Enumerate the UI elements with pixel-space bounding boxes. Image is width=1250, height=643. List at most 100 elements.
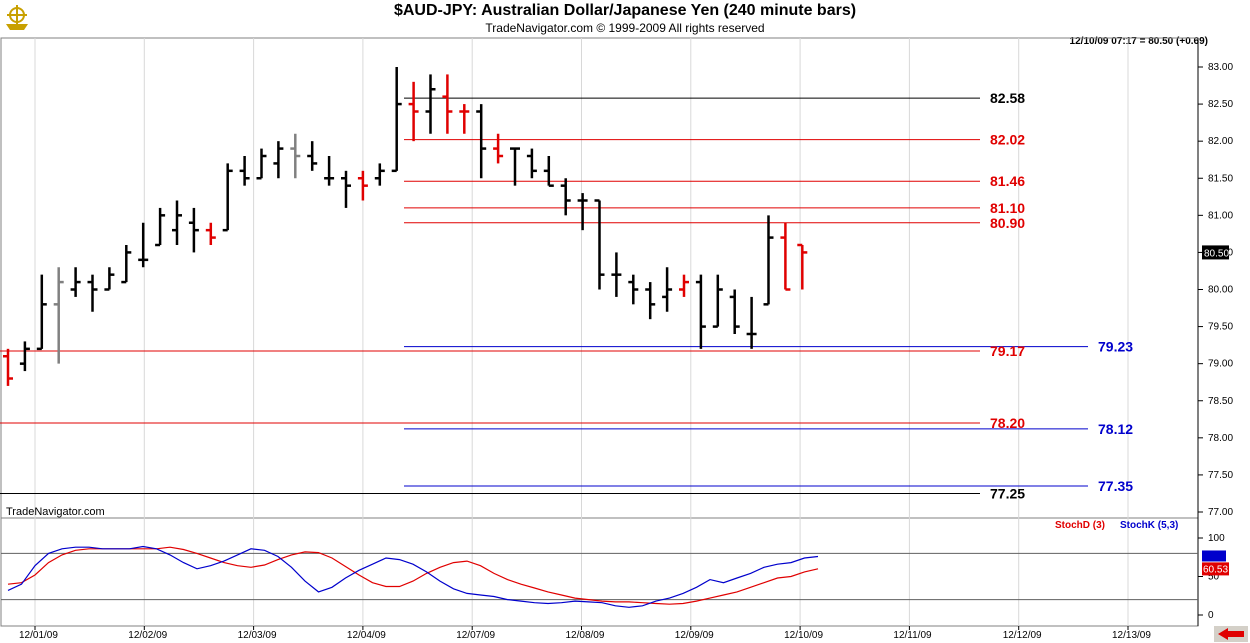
price-bar <box>374 163 385 186</box>
price-bar <box>763 215 774 306</box>
price-bar <box>222 163 233 232</box>
price-bar <box>645 282 656 320</box>
price-bar <box>19 341 30 372</box>
level-label: 77.35 <box>1098 478 1133 494</box>
scroll-left-arrow-icon[interactable] <box>1214 626 1248 642</box>
legend-stochd: StochD (3) <box>1055 520 1105 531</box>
price-bar <box>746 296 757 349</box>
price-bar <box>560 178 571 216</box>
price-bar <box>679 274 689 297</box>
price-bar <box>526 148 537 179</box>
date-label: 12/12/09 <box>1003 630 1042 641</box>
price-bar <box>408 81 419 142</box>
price-axis: 83.00 82.50 82.00 81.50 81.00 80.50 80.00 79.50… <box>1198 62 1233 518</box>
price-bar <box>172 200 182 245</box>
date-axis: 12/01/09 12/02/09 12/03/09 12/04/09 12/07/09… <box>19 626 1151 641</box>
level-label: 81.46 <box>990 173 1025 189</box>
price-bar <box>324 156 335 186</box>
price-tick-label: 77.50 <box>1208 470 1233 481</box>
price-bar <box>36 274 47 351</box>
price-bar <box>87 274 98 312</box>
date-label: 12/07/09 <box>456 630 495 641</box>
price-tick-label: 81.00 <box>1208 210 1233 221</box>
level-label: 82.02 <box>990 132 1025 148</box>
price-bar <box>307 141 318 171</box>
last-price-box <box>1202 245 1229 260</box>
ship-wheel-logo-icon <box>6 5 28 30</box>
stoch-series-line <box>7 545 819 608</box>
date-label: 12/04/09 <box>347 630 386 641</box>
price-bar <box>628 274 639 305</box>
stochk-last-box <box>1202 550 1226 562</box>
date-label: 12/08/09 <box>566 630 605 641</box>
price-bar <box>712 274 723 328</box>
price-tick-label: 80.00 <box>1208 285 1233 296</box>
level-label: 78.20 <box>990 415 1025 431</box>
level-label: 79.23 <box>1098 339 1133 355</box>
copyright-subtitle: TradeNavigator.com © 1999-2009 All right… <box>485 21 765 35</box>
price-bar <box>543 156 554 187</box>
price-bar <box>205 222 216 245</box>
price-bar <box>577 193 588 231</box>
chart-header: $AUD-JPY: Australian Dollar/Japanese Yen… <box>0 0 1250 36</box>
price-tick-label: 82.00 <box>1208 136 1233 147</box>
stoch-tick-label: 0 <box>1208 610 1214 621</box>
price-bar <box>357 170 368 201</box>
stochastic-panel: 100 50 0 60.53 <box>1 533 1229 621</box>
price-bar <box>239 156 250 186</box>
price-tick-label: 81.50 <box>1208 173 1233 184</box>
price-tick-label: 82.50 <box>1208 99 1233 110</box>
date-label: 12/10/09 <box>784 630 823 641</box>
price-bar <box>611 252 622 297</box>
price-bar <box>290 133 301 179</box>
price-bar <box>70 267 81 297</box>
level-label: 82.58 <box>990 90 1025 106</box>
price-bar <box>662 267 673 312</box>
price-bar <box>256 148 267 180</box>
price-tick-label: 79.50 <box>1208 322 1233 333</box>
watermark-text: TradeNavigator.com <box>6 506 105 518</box>
price-bar <box>695 274 706 349</box>
price-bar <box>341 170 351 208</box>
price-bar <box>459 104 470 134</box>
price-bar <box>188 207 199 253</box>
level-label: 81.10 <box>990 200 1025 216</box>
price-bar <box>138 222 149 268</box>
stoch-tick-label: 50 <box>1208 572 1220 583</box>
price-tick-label: 78.50 <box>1208 396 1233 407</box>
price-bar <box>3 348 13 386</box>
price-bar <box>53 267 64 364</box>
price-tick-label: 77.00 <box>1208 507 1233 518</box>
date-label: 12/02/09 <box>128 630 167 641</box>
last-price-label: 80.50 <box>1204 248 1229 259</box>
price-bar <box>780 222 791 291</box>
level-label: 79.17 <box>990 343 1025 359</box>
level-label: 78.12 <box>1098 421 1133 437</box>
date-label: 12/01/09 <box>19 630 58 641</box>
price-bar <box>442 74 453 134</box>
date-label: 12/03/09 <box>238 630 277 641</box>
level-label: 80.90 <box>990 215 1025 231</box>
chart-title: $AUD-JPY: Australian Dollar/Japanese Yen… <box>393 2 857 19</box>
stoch-tick-label: 100 <box>1208 533 1225 544</box>
price-tick-label: 78.00 <box>1208 433 1233 444</box>
price-bar <box>121 245 132 284</box>
date-label: 12/13/09 <box>1112 630 1151 641</box>
stoch-series-line <box>7 546 819 605</box>
level-label: 77.25 <box>990 485 1025 501</box>
price-bar <box>594 199 605 290</box>
stochd-last-box <box>1202 562 1229 576</box>
price-bar <box>155 207 166 247</box>
price-bar <box>510 147 520 186</box>
chart-frame <box>0 37 1199 627</box>
date-label: 12/09/09 <box>675 630 714 641</box>
last-quote-readout: 12/10/09 07:17 = 80.50 (+0.69) <box>1069 36 1208 47</box>
price-bar <box>797 243 808 290</box>
price-bar <box>104 267 115 291</box>
date-label: 12/11/09 <box>893 630 932 641</box>
price-bar <box>476 104 487 179</box>
price-bar <box>729 289 740 334</box>
price-tick-label: 83.00 <box>1208 62 1233 73</box>
